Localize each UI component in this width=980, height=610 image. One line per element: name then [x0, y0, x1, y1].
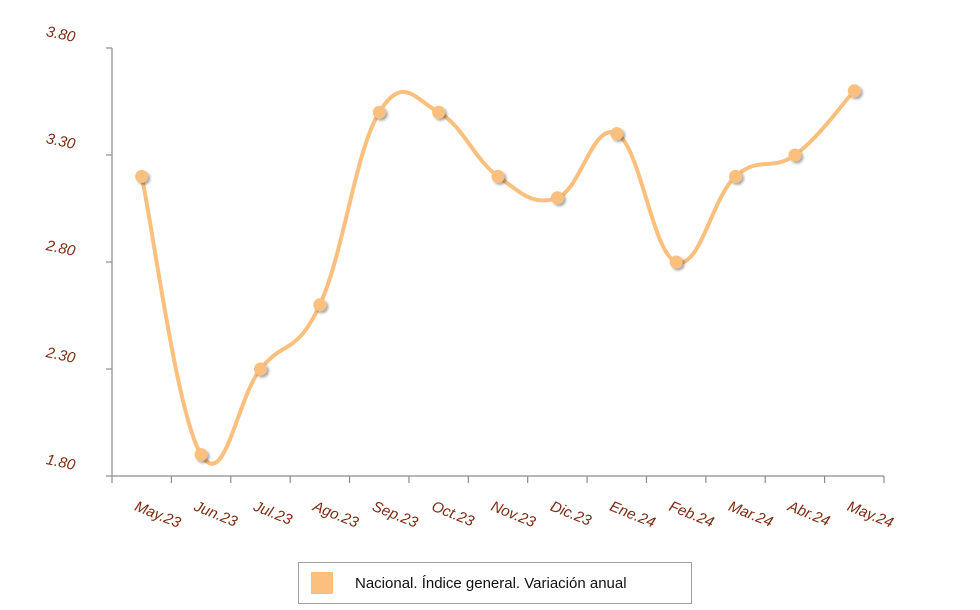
x-axis-ticks: May.23 Jun.23 Jul.23 Ago.23 Sep.23 Oct.23 Nov.…	[111, 476, 896, 532]
y-axis-ticks: 3.80 3.30 2.80 2.30 1.80	[44, 23, 112, 477]
legend-label: Nacional. Índice general. Variación anua…	[355, 574, 627, 592]
data-points	[135, 84, 861, 462]
x-tick-label: Jul.23	[250, 498, 295, 529]
series-line	[139, 88, 857, 466]
y-tick-label: 3.80	[45, 23, 78, 46]
y-tick-label: 1.80	[45, 451, 78, 474]
y-tick-label: 2.80	[44, 237, 78, 260]
x-tick-label: May.24	[845, 498, 896, 532]
data-point-May.24	[847, 84, 861, 98]
x-tick-label: Ene.24	[607, 498, 657, 532]
data-point-Mar.24	[729, 169, 743, 183]
data-point-Jul.23	[253, 362, 267, 376]
x-tick-label: Abr.24	[784, 498, 832, 530]
y-tick-label: 3.30	[45, 130, 78, 153]
data-point-Ago.23	[313, 298, 327, 312]
x-tick-label: Dic.23	[548, 498, 594, 530]
x-tick-label: Ago.23	[309, 498, 361, 532]
x-tick-label: Sep.23	[370, 498, 421, 532]
x-tick-label: Jun.23	[191, 498, 241, 531]
x-tick-label: Oct.23	[429, 498, 477, 531]
y-tick-label: 2.30	[44, 344, 78, 367]
data-point-Nov.23	[491, 169, 505, 183]
data-point-May.23	[135, 169, 149, 183]
data-point-Sep.23	[372, 105, 386, 119]
legend: Nacional. Índice general. Variación anua…	[298, 562, 692, 604]
axes	[111, 48, 884, 477]
x-tick-label: Mar.24	[726, 498, 775, 531]
x-tick-label: May.23	[132, 498, 184, 532]
data-point-Feb.24	[669, 255, 683, 269]
data-point-Oct.23	[432, 105, 446, 119]
data-point-Abr.24	[788, 148, 802, 162]
x-tick-label: Feb.24	[667, 498, 717, 531]
data-point-Ene.24	[610, 127, 624, 141]
data-point-Jun.23	[194, 448, 208, 462]
legend-swatch	[311, 572, 333, 594]
x-tick-label: Nov.23	[489, 498, 539, 531]
data-point-Dic.23	[550, 191, 564, 205]
